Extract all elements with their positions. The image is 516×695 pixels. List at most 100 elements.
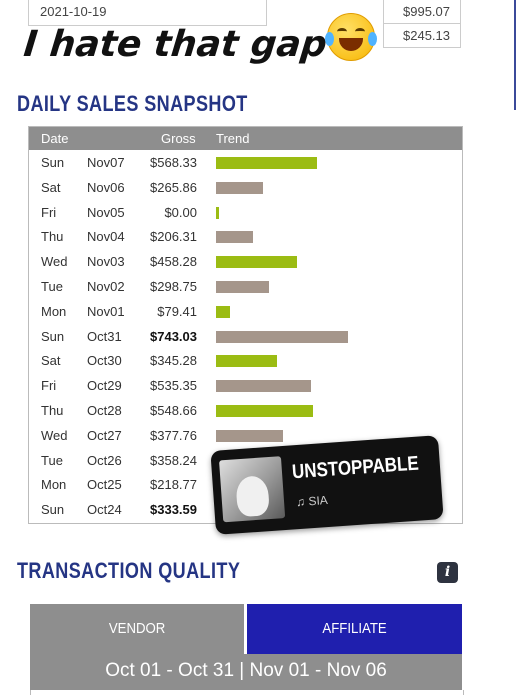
trend-bar: [216, 380, 312, 393]
row-gross: $0.00: [164, 204, 197, 220]
album-art: [219, 456, 286, 523]
row-date: Nov04: [87, 229, 125, 245]
row-date: Oct28: [87, 402, 122, 418]
music-sticker[interactable]: UNSTOPPABLE ♫ SIA: [210, 435, 444, 535]
trend-bar: [216, 206, 219, 219]
bottom-edge: [30, 690, 464, 695]
table-row: Fri Nov05 $0.00: [29, 200, 462, 225]
trend-bar: [216, 231, 253, 244]
info-icon[interactable]: i: [437, 562, 458, 583]
row-day: Mon: [41, 477, 67, 493]
trend-bar: [216, 404, 314, 417]
emoji-mouth: [339, 38, 363, 51]
row-day: Mon: [41, 303, 67, 319]
row-date: Oct26: [87, 452, 122, 468]
table-row: Wed Nov03 $458.28: [29, 249, 462, 274]
tab-affiliate-label: AFFILIATE: [322, 620, 387, 637]
row-gross: $265.86: [150, 179, 197, 195]
date-range: Oct 01 - Oct 31 | Nov 01 - Nov 06: [30, 654, 462, 690]
row-day: Wed: [41, 254, 68, 270]
row-day: Fri: [41, 204, 57, 220]
emoji-tear-left: [325, 32, 334, 46]
table-row: Thu Oct28 $548.66: [29, 398, 462, 423]
trend-bar: [216, 355, 278, 368]
row-day: Thu: [41, 229, 64, 245]
row-date: Nov03: [87, 254, 125, 270]
trend-bar: [216, 280, 270, 293]
trend-bar: [216, 256, 298, 269]
row-day: Tue: [41, 278, 63, 294]
table-header: Date Gross Trend: [29, 127, 462, 150]
row-date: Nov02: [87, 278, 125, 294]
table-row: Thu Nov04 $206.31: [29, 224, 462, 249]
table-row: Sat Oct30 $345.28: [29, 348, 462, 373]
row-gross: $358.24: [150, 452, 197, 468]
top-amounts: $995.07 $245.13: [383, 0, 461, 48]
row-gross: $743.03: [150, 328, 197, 344]
table-row: Mon Nov01 $79.41: [29, 299, 462, 324]
row-date: Nov01: [87, 303, 125, 319]
row-gross: $568.33: [150, 155, 197, 170]
table-row: Sun Oct31 $743.03: [29, 324, 462, 349]
table-row: Sun Nov07 $568.33: [29, 150, 462, 175]
row-date: Oct25: [87, 477, 122, 493]
row-gross: $458.28: [150, 254, 197, 270]
row-date: Nov05: [87, 204, 125, 220]
row-day: Sun: [41, 328, 65, 344]
face-with-tears-of-joy-icon: [325, 13, 377, 61]
song-artist: ♫ SIA: [295, 493, 329, 510]
trend-bar: [216, 429, 284, 442]
album-face: [235, 475, 270, 518]
row-date: Oct24: [87, 502, 122, 518]
row-gross: $218.77: [150, 477, 197, 493]
tab-vendor-label: VENDOR: [108, 620, 166, 637]
caption-text: I hate that gap: [21, 24, 329, 65]
top-date-cell: 2021-10-19: [28, 0, 267, 26]
row-gross: $377.76: [150, 427, 197, 443]
row-gross: $548.66: [150, 402, 197, 418]
row-date: Nov07: [87, 155, 125, 170]
row-day: Sat: [41, 353, 61, 369]
emoji-tear-right: [368, 32, 377, 46]
row-day: Thu: [41, 402, 64, 418]
header-trend: Trend: [216, 131, 250, 146]
trend-bar: [216, 181, 264, 194]
table-row: Wed Oct27 $377.76: [29, 423, 462, 448]
trend-bar: [216, 305, 231, 318]
top-date: 2021-10-19: [40, 4, 107, 19]
row-day: Fri: [41, 378, 57, 394]
row-date: Nov06: [87, 179, 125, 195]
transaction-quality-title: TRANSACTION QUALITY: [17, 558, 241, 583]
row-gross: $298.75: [150, 278, 197, 294]
row-gross: $535.35: [150, 378, 197, 394]
table-row: Tue Nov02 $298.75: [29, 274, 462, 299]
row-gross: $345.28: [150, 353, 197, 369]
row-date: Oct27: [87, 427, 122, 443]
row-gross: $333.59: [150, 502, 197, 518]
table-row: Fri Oct29 $535.35: [29, 373, 462, 398]
page-right-border: [514, 0, 516, 110]
trend-bar: [216, 330, 348, 343]
row-day: Tue: [41, 452, 63, 468]
row-gross: $206.31: [150, 229, 197, 245]
row-date: Oct31: [87, 328, 122, 344]
row-day: Sun: [41, 502, 65, 518]
row-date: Oct29: [87, 378, 122, 394]
top-amount-1: $995.07: [383, 0, 461, 24]
row-day: Wed: [41, 427, 68, 443]
row-day: Sat: [41, 179, 61, 195]
header-date: Date: [41, 131, 69, 146]
header-gross: Gross: [161, 131, 196, 146]
emoji-eye-right: [355, 28, 365, 35]
row-date: Oct30: [87, 353, 122, 369]
emoji-eye-left: [337, 28, 347, 35]
row-day: Sun: [41, 155, 65, 170]
trend-bar: [216, 157, 317, 169]
daily-sales-title: DAILY SALES SNAPSHOT: [17, 91, 248, 116]
tab-vendor[interactable]: VENDOR: [30, 604, 244, 654]
song-title: UNSTOPPABLE: [291, 452, 420, 484]
tab-affiliate[interactable]: AFFILIATE: [247, 604, 462, 654]
top-amount-2: $245.13: [383, 24, 461, 48]
row-gross: $79.41: [157, 303, 197, 319]
table-row: Sat Nov06 $265.86: [29, 175, 462, 200]
